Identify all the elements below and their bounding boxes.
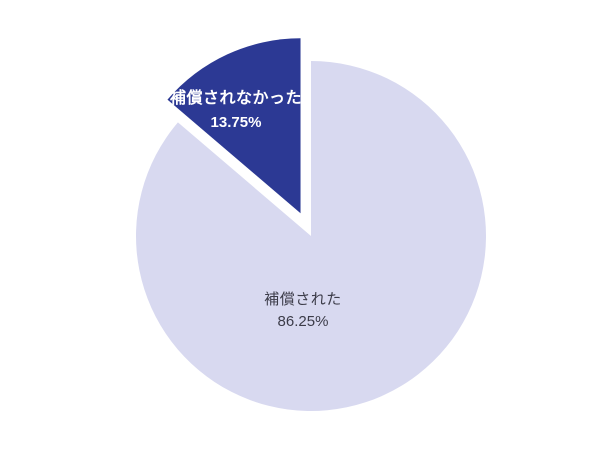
pie-slice-0 [136, 61, 487, 411]
pie-slice-1 [167, 38, 301, 214]
